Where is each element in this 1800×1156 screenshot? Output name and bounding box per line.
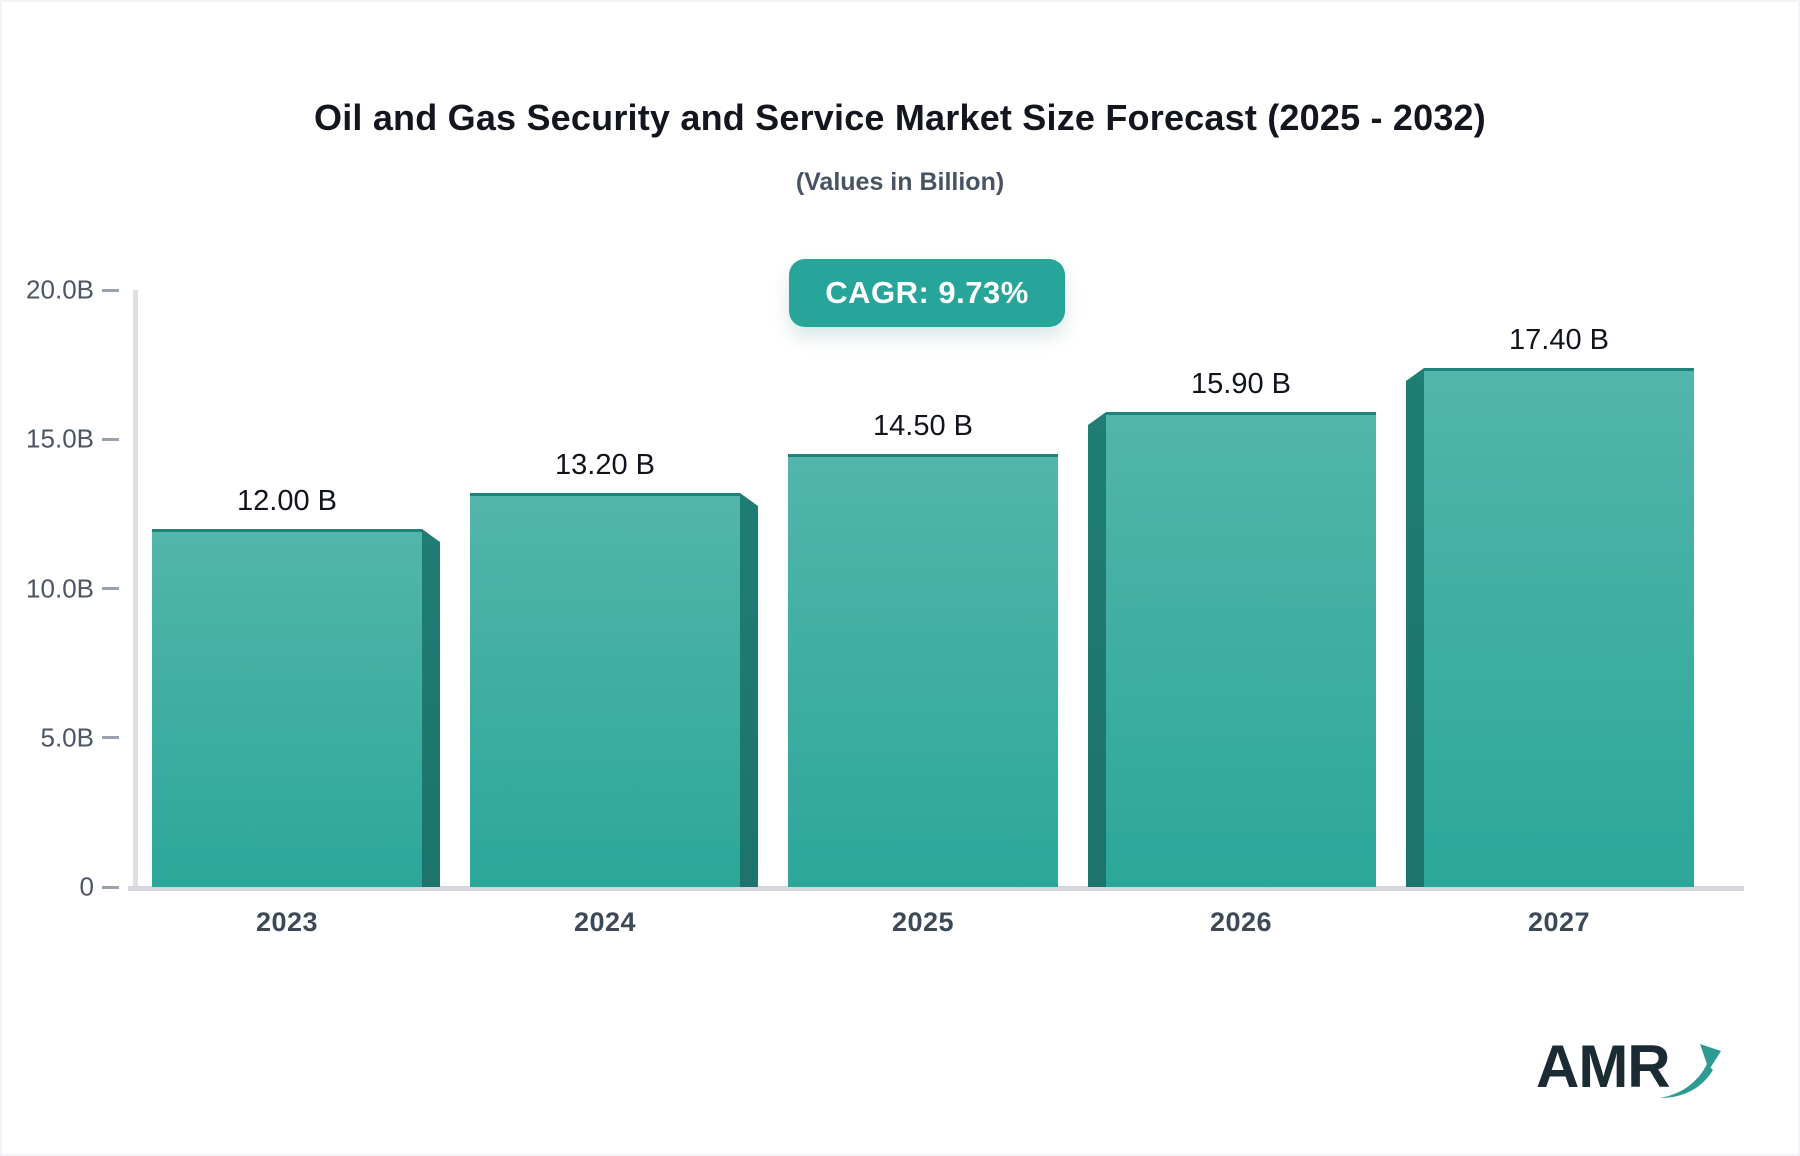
- trend-up-arrow-icon: [1659, 1044, 1721, 1098]
- bar-value-label: 12.00 B: [237, 485, 337, 517]
- bar-side-panel: [422, 529, 440, 887]
- bar-2025: [788, 454, 1058, 887]
- y-axis-tick-label: 15.0B: [26, 423, 94, 454]
- y-axis-tick: [102, 587, 119, 590]
- bar-2027: [1424, 368, 1694, 887]
- bar-value-label: 15.90 B: [1191, 368, 1291, 400]
- y-axis-line: [133, 290, 138, 889]
- cagr-badge-label: CAGR: 9.73%: [825, 275, 1029, 310]
- y-axis-tick-label: 10.0B: [26, 573, 94, 603]
- x-axis-category-label: 2026: [1209, 907, 1273, 937]
- amr-logo-text: AMR: [1536, 1033, 1671, 1100]
- y-axis-tick: [102, 437, 119, 441]
- chart-title: Oil and Gas Security and Service Market …: [314, 97, 1486, 138]
- bar-side-panel: [1088, 412, 1106, 887]
- bar-value-label: 14.50 B: [873, 410, 973, 442]
- bar-2026: [1106, 412, 1376, 887]
- bar-side-panel: [1406, 368, 1424, 887]
- y-axis-tick-label: 20.0B: [26, 274, 94, 305]
- amr-logo: AMR: [1536, 1033, 1722, 1102]
- y-axis-tick-label: 5.0B: [40, 722, 95, 753]
- y-axis-tick: [102, 288, 119, 292]
- x-axis-line: [128, 886, 1744, 891]
- x-axis-category-label: 2025: [891, 907, 955, 937]
- bar-value-label: 17.40 B: [1509, 324, 1609, 356]
- chart-subtitle: (Values in Billion): [795, 168, 1005, 196]
- y-axis-tick-label: 0: [79, 871, 94, 902]
- x-axis-category-label: 2027: [1527, 907, 1591, 937]
- bar-value-label: 13.20 B: [555, 449, 655, 481]
- y-axis-tick: [102, 736, 119, 740]
- bar-2023: [152, 529, 422, 887]
- x-axis-category-label: 2023: [255, 907, 319, 937]
- bar-2024: [470, 493, 740, 887]
- cagr-badge: CAGR: 9.73%: [789, 259, 1065, 327]
- bar-side-panel: [740, 493, 758, 887]
- y-axis-tick: [102, 885, 119, 889]
- x-axis-category-label: 2024: [573, 907, 637, 937]
